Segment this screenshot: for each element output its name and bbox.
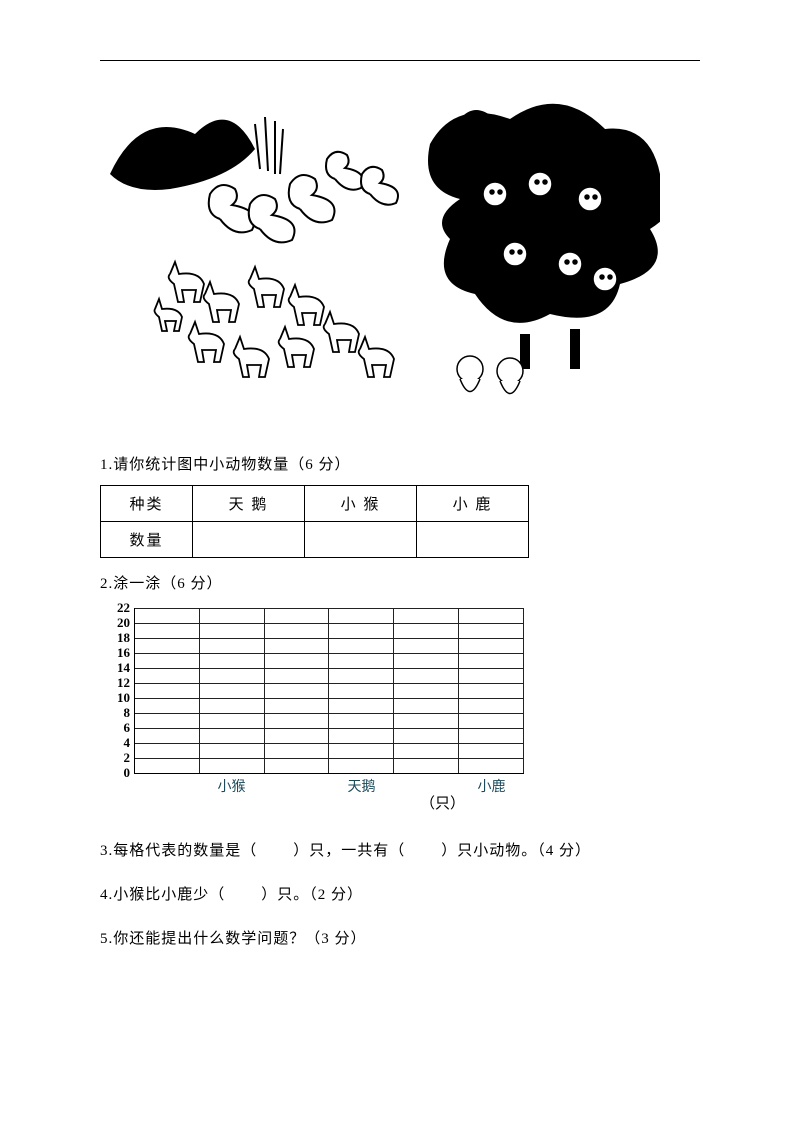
- top-rule: [100, 60, 700, 61]
- ytick: 6: [100, 720, 130, 735]
- chart-grid[interactable]: [134, 608, 524, 774]
- header-type: 种类: [101, 486, 193, 522]
- ytick: 12: [100, 675, 130, 690]
- ytick: 20: [100, 615, 130, 630]
- ytick: 8: [100, 705, 130, 720]
- monkey-cell[interactable]: [305, 522, 417, 558]
- q3c: ）只小动物。（4 分）: [441, 843, 591, 859]
- q3a: 3.每格代表的数量是（: [100, 843, 257, 859]
- bar-chart-grid: 22 20 18 16 14 12 10 8 6 4 2 0: [100, 608, 560, 796]
- q4-line: 4.小猴比小鹿少（ ）只。（2 分）: [100, 877, 700, 913]
- table-header-row: 种类 天 鹅 小 猴 小 鹿: [101, 486, 529, 522]
- ytick: 4: [100, 735, 130, 750]
- ytick: 0: [100, 765, 130, 780]
- header-deer: 小 鹿: [417, 486, 529, 522]
- animal-count-table: 种类 天 鹅 小 猴 小 鹿 数量: [100, 485, 529, 558]
- q3b: ）只，一共有（: [293, 843, 405, 859]
- illustration-svg: [100, 79, 660, 409]
- q3-line: 3.每格代表的数量是（ ）只，一共有（ ）只小动物。（4 分）: [100, 833, 700, 869]
- q2-text: 2.涂一涂（6 分）: [100, 566, 700, 602]
- header-swan: 天 鹅: [193, 486, 305, 522]
- q1-text: 1.请你统计图中小动物数量（6 分）: [100, 447, 700, 483]
- header-monkey: 小 猴: [305, 486, 417, 522]
- swan-cell[interactable]: [193, 522, 305, 558]
- q4b: ）只。（2 分）: [261, 887, 363, 903]
- ytick: 16: [100, 645, 130, 660]
- ytick: 22: [100, 600, 130, 615]
- page: 1.请你统计图中小动物数量（6 分） 种类 天 鹅 小 猴 小 鹿 数量 2.涂…: [0, 0, 800, 997]
- deer-cell[interactable]: [417, 522, 529, 558]
- ytick: 10: [100, 690, 130, 705]
- q4a: 4.小猴比小鹿少（: [100, 887, 225, 903]
- chart-y-labels: 22 20 18 16 14 12 10 8 6 4 2 0: [100, 600, 130, 780]
- animals-illustration: [100, 79, 660, 409]
- xlabel-swan: 天鹅: [329, 776, 394, 796]
- xlabel-monkey: 小猴: [199, 776, 264, 796]
- ytick: 18: [100, 630, 130, 645]
- chart-x-labels: 小猴 天鹅 小鹿: [134, 776, 524, 796]
- ytick: 14: [100, 660, 130, 675]
- table-value-row: 数量: [101, 522, 529, 558]
- xlabel-deer: 小鹿: [459, 776, 524, 796]
- row-label: 数量: [101, 522, 193, 558]
- ytick: 2: [100, 750, 130, 765]
- q5-text: 5.你还能提出什么数学问题？（3 分）: [100, 921, 700, 957]
